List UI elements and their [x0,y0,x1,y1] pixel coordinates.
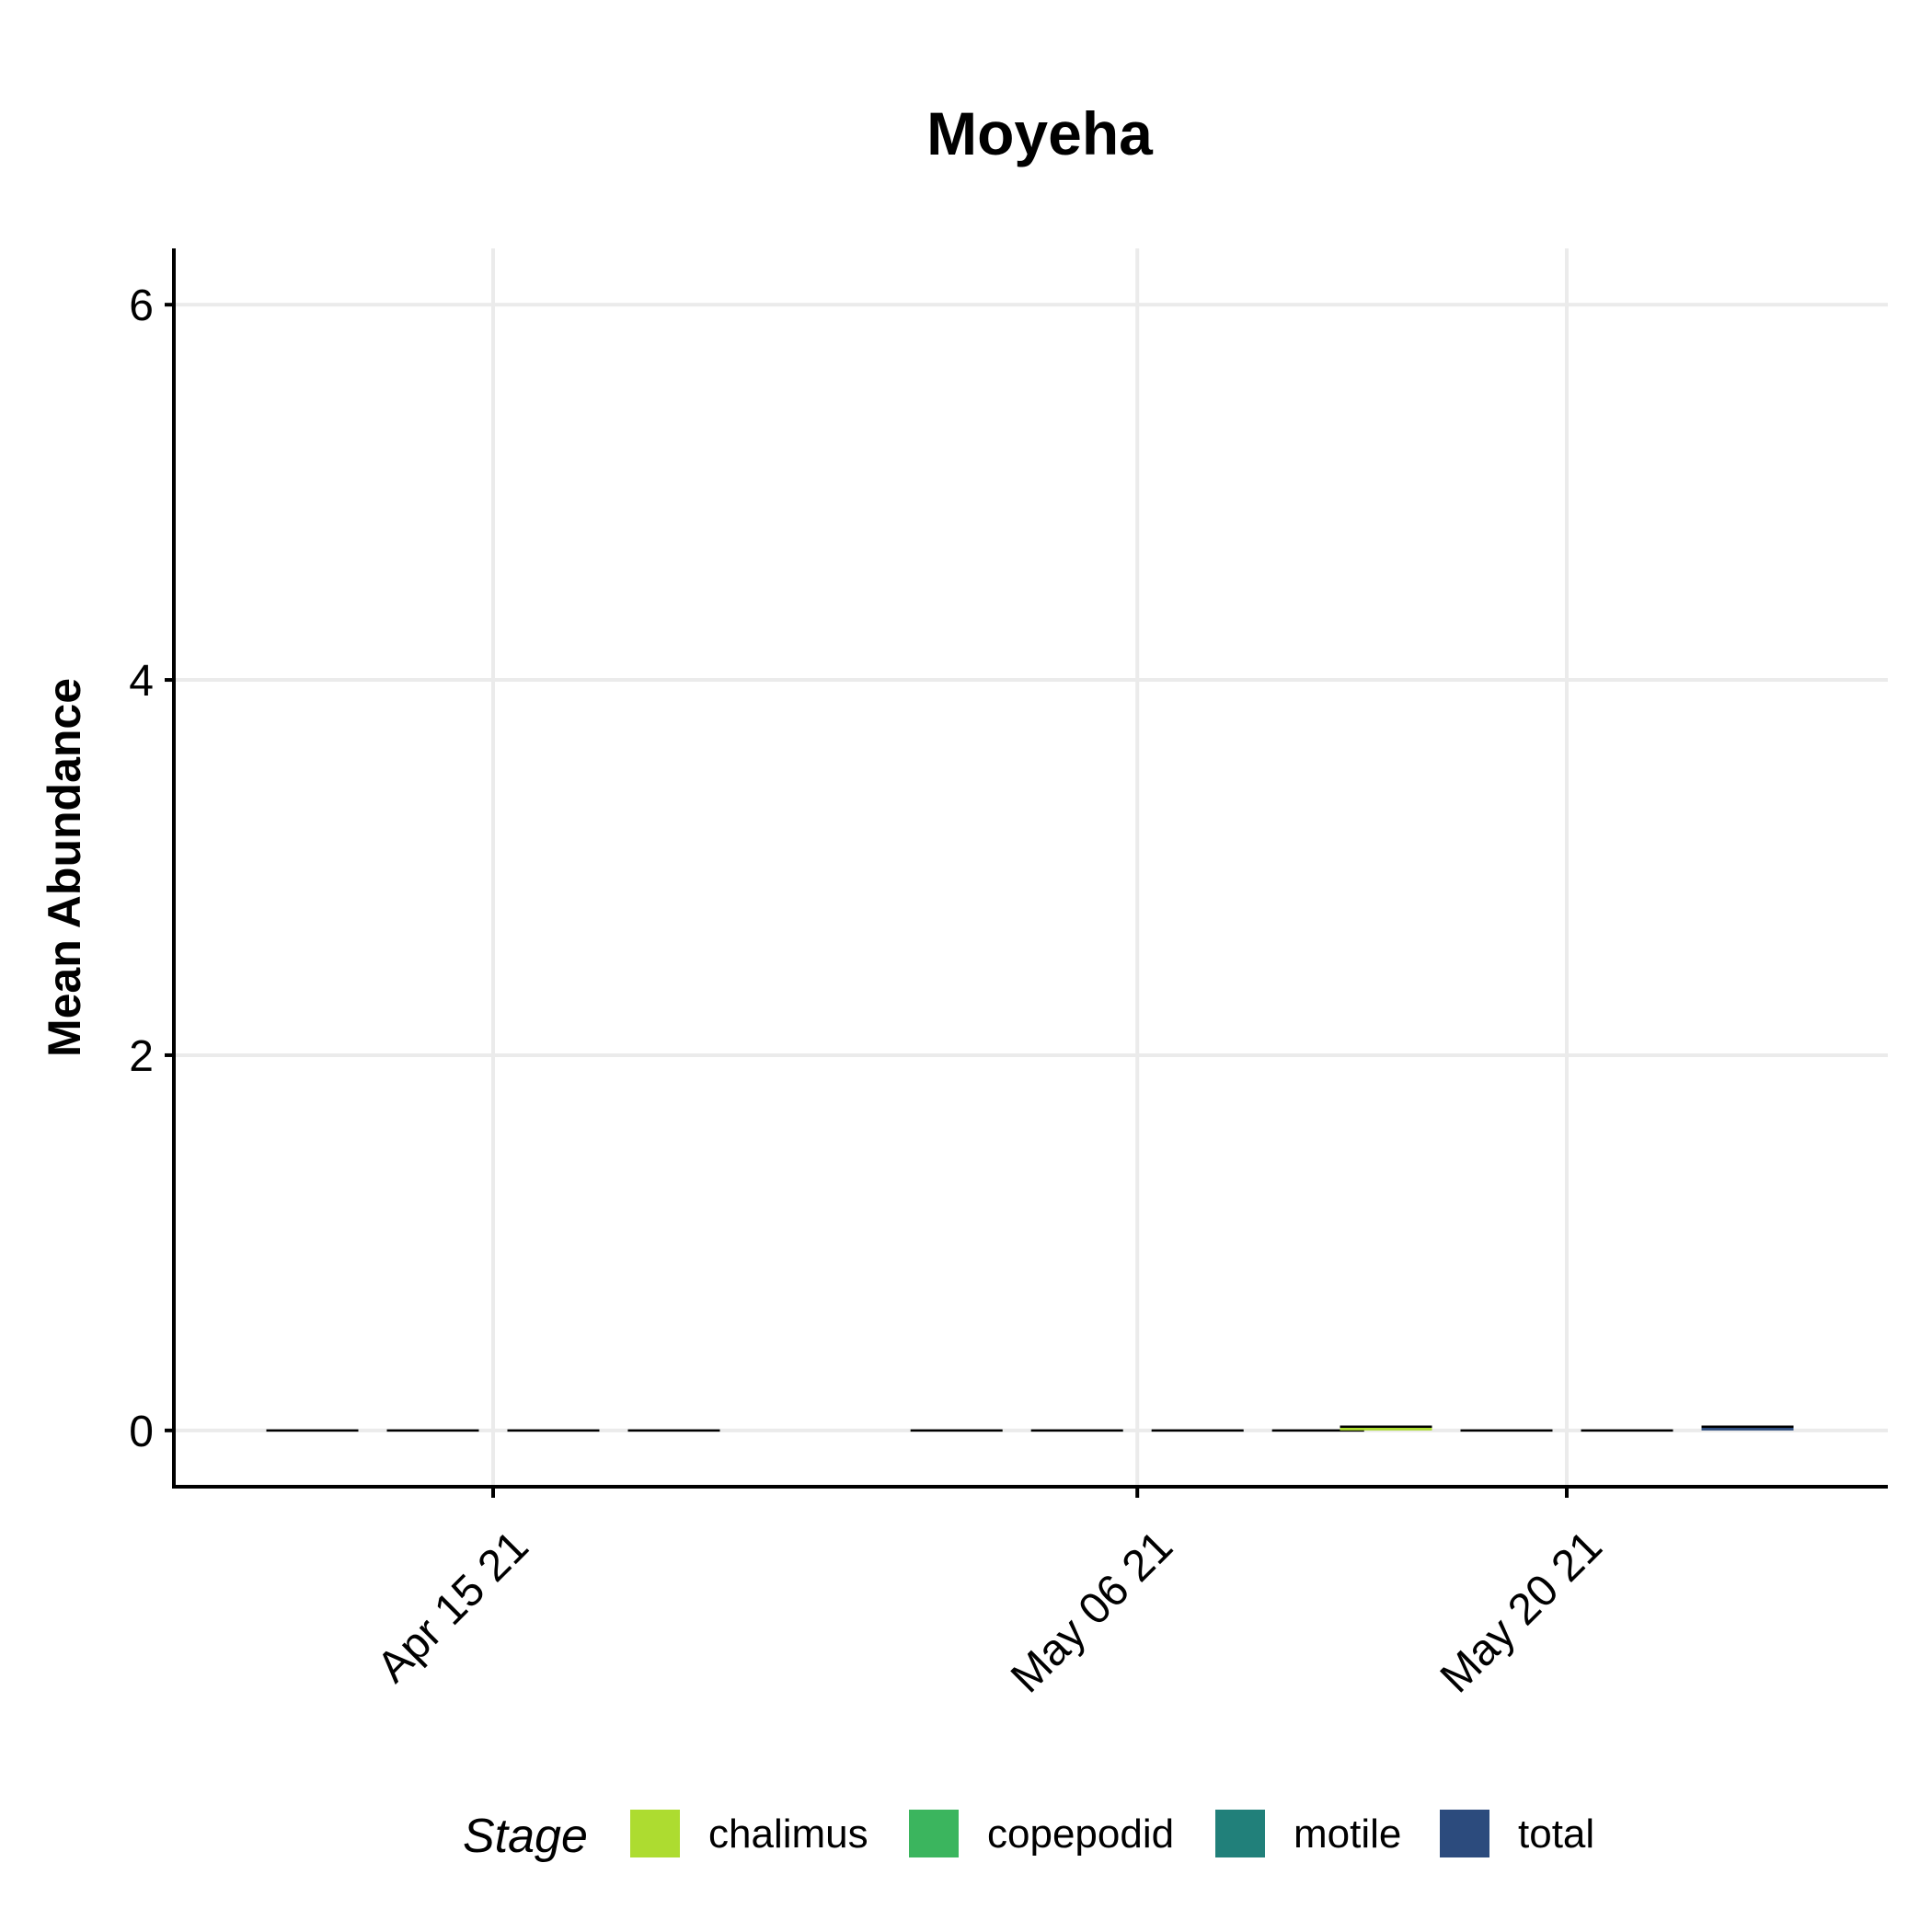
legend-key-chalimus [630,1810,680,1857]
y-tick-label: 6 [129,282,154,330]
legend-label-total: total [1518,1811,1594,1857]
legend-title: Stage [463,1810,588,1863]
legend-key-motile [1215,1810,1265,1857]
legend: Stage chalimus copepodid motile total [463,1810,1594,1863]
ticks: 0 2 4 6 Apr 15 21 May 06 21 May 20 21 [129,282,1611,1702]
legend-label-copepodid: copepodid [987,1811,1174,1857]
y-tick-label: 2 [129,1032,154,1081]
y-axis-title: Mean Abundance [39,678,90,1057]
legend-label-motile: motile [1294,1811,1401,1857]
legend-key-copepodid [909,1810,959,1857]
grid [174,248,1888,1487]
bar-total [1701,1426,1794,1431]
bar-chalimus [1340,1426,1432,1431]
axes [172,248,1888,1489]
x-tick-label: May 06 21 [1002,1522,1182,1702]
y-tick-label: 4 [129,657,154,706]
y-tick-label: 0 [129,1408,154,1456]
chart-title: Moyeha [926,99,1154,167]
legend-key-total [1440,1810,1489,1857]
legend-label-chalimus: chalimus [708,1811,868,1857]
x-tick-label: May 20 21 [1432,1522,1612,1702]
bars [266,1425,1794,1432]
x-tick-label: Apr 15 21 [368,1522,538,1692]
